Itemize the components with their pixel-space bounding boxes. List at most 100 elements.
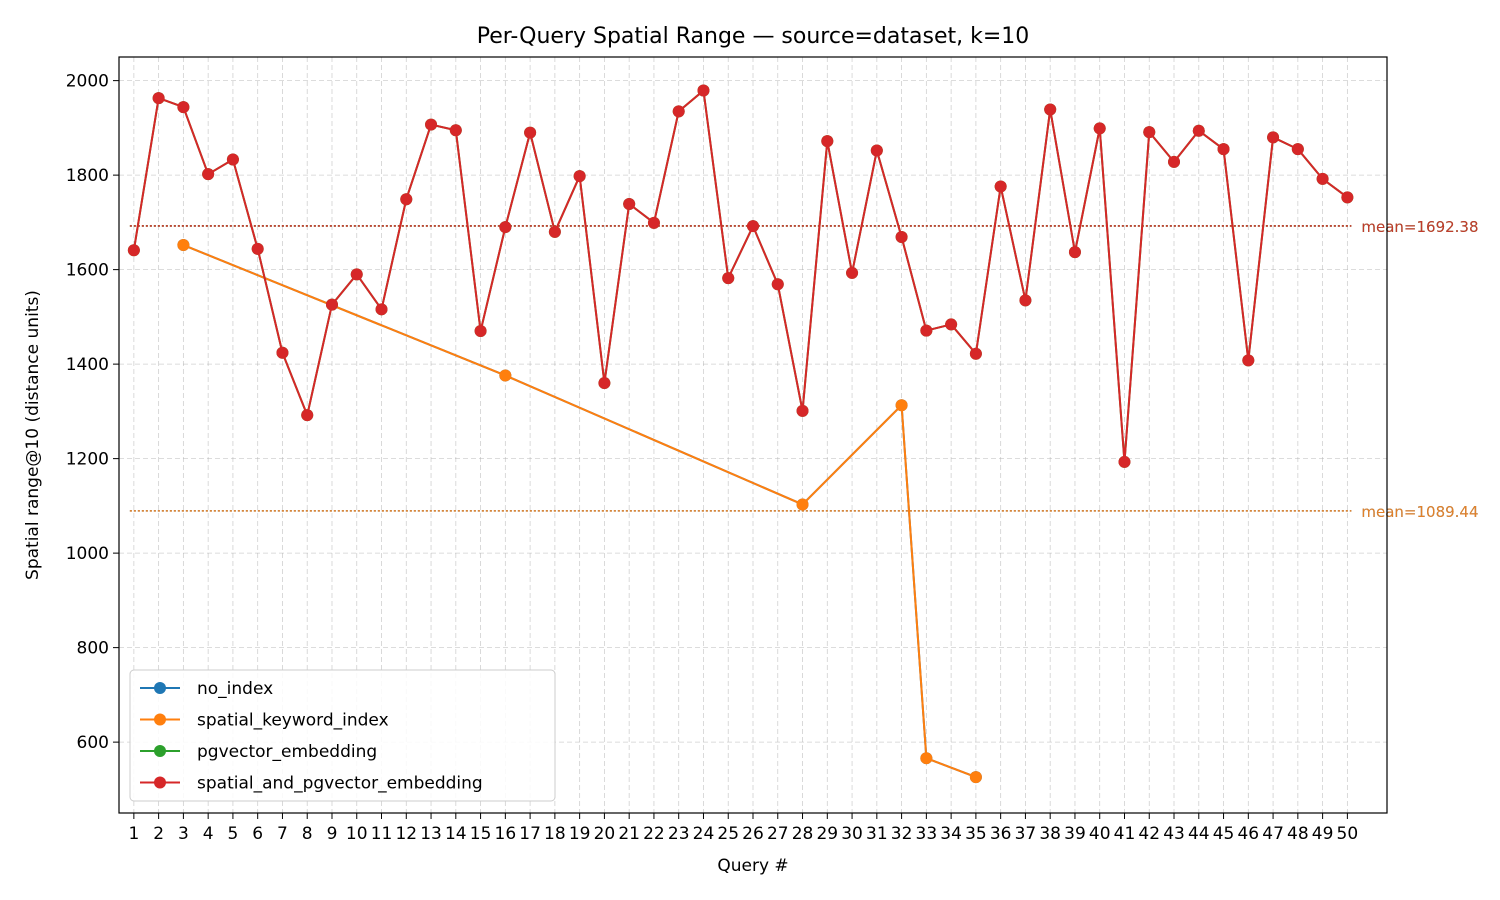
data-point-spatial_and_pgvector_embedding <box>1118 455 1131 468</box>
x-tick-label: 16 <box>495 824 517 844</box>
x-tick-label: 33 <box>916 824 938 844</box>
data-point-spatial_and_pgvector_embedding <box>400 193 413 206</box>
series-line-spatial_and_pgvector_embedding <box>132 89 1348 463</box>
data-point-spatial_and_pgvector_embedding <box>1291 143 1304 156</box>
legend-label-no_index: no_index <box>197 679 273 699</box>
data-point-spatial_and_pgvector_embedding <box>771 278 784 291</box>
x-tick-label: 9 <box>327 824 338 844</box>
x-tick-label: 13 <box>420 824 442 844</box>
data-point-spatial_and_pgvector_embedding <box>598 377 611 390</box>
data-point-spatial_keyword_index <box>895 399 908 412</box>
data-point-spatial_and_pgvector_embedding <box>1217 143 1230 156</box>
data-point-spatial_and_pgvector_embedding <box>920 324 933 337</box>
data-point-spatial_and_pgvector_embedding <box>1341 191 1354 204</box>
data-point-spatial_and_pgvector_embedding <box>1267 131 1280 144</box>
x-tick-label: 15 <box>470 824 492 844</box>
y-tick-label: 1600 <box>66 261 109 281</box>
x-tick-label: 37 <box>1015 824 1037 844</box>
y-tick-label: 600 <box>77 733 109 753</box>
x-tick-label: 17 <box>519 824 541 844</box>
data-point-spatial_keyword_index <box>177 239 190 252</box>
x-tick-label: 7 <box>277 824 288 844</box>
x-tick-label: 10 <box>346 824 368 844</box>
data-point-spatial_and_pgvector_embedding <box>548 225 561 238</box>
x-tick-label: 48 <box>1287 824 1309 844</box>
x-tick-label: 25 <box>717 824 739 844</box>
grid <box>119 57 1387 813</box>
data-point-spatial_and_pgvector_embedding <box>1019 294 1032 307</box>
data-point-spatial_and_pgvector_embedding <box>870 144 883 157</box>
data-point-spatial_and_pgvector_embedding <box>722 272 735 285</box>
data-point-spatial_and_pgvector_embedding <box>251 242 264 255</box>
data-point-spatial_and_pgvector_embedding <box>1242 354 1255 367</box>
x-tick-label: 18 <box>544 824 566 844</box>
series-layer <box>127 84 1354 784</box>
x-tick-label: 31 <box>866 824 888 844</box>
x-tick-label: 22 <box>643 824 665 844</box>
x-tick-label: 44 <box>1188 824 1210 844</box>
data-point-spatial_and_pgvector_embedding <box>1044 103 1057 116</box>
x-tick-label: 6 <box>252 824 263 844</box>
y-tick-label: 2000 <box>66 72 109 92</box>
mean-label-spatial_keyword_index: mean=1089.44 <box>1361 503 1478 521</box>
x-axis: 1 2 3 4 5 6 7 8 9 10 11 12 13 14 15 16 17 18 19 20 21 22 23 24 2… <box>128 813 1358 844</box>
data-point-spatial_and_pgvector_embedding <box>474 325 487 338</box>
data-point-spatial_and_pgvector_embedding <box>1143 126 1156 139</box>
data-point-spatial_and_pgvector_embedding <box>449 124 462 137</box>
legend: no_index spatial_keyword_index pgvector_em… <box>129 669 556 802</box>
y-axis: 600 800 1000 1200 1400 1600 1800 2000 <box>66 72 119 753</box>
data-point-spatial_and_pgvector_embedding <box>945 318 958 331</box>
x-tick-label: 42 <box>1138 824 1160 844</box>
x-tick-label: 41 <box>1114 824 1136 844</box>
data-point-spatial_and_pgvector_embedding <box>152 92 165 105</box>
legend-label-spatial_and_pgvector_embedding: spatial_and_pgvector_embedding <box>197 774 483 794</box>
x-tick-label: 5 <box>228 824 239 844</box>
y-tick-label: 1000 <box>66 544 109 564</box>
x-tick-label: 3 <box>178 824 189 844</box>
data-point-spatial_and_pgvector_embedding <box>226 153 239 166</box>
series-spatial_and_pgvector_embedding <box>127 84 1354 468</box>
x-tick-label: 38 <box>1039 824 1061 844</box>
data-point-spatial_and_pgvector_embedding <box>375 303 388 316</box>
data-point-spatial_and_pgvector_embedding <box>1068 246 1081 259</box>
x-tick-label: 30 <box>841 824 863 844</box>
data-point-spatial_and_pgvector_embedding <box>697 84 710 97</box>
data-point-spatial_and_pgvector_embedding <box>994 180 1007 193</box>
series-line-spatial_keyword_index <box>183 244 977 779</box>
legend-label-pgvector_embedding: pgvector_embedding <box>197 742 377 762</box>
x-tick-label: 23 <box>668 824 690 844</box>
x-tick-label: 47 <box>1262 824 1284 844</box>
data-point-spatial_and_pgvector_embedding <box>350 268 363 281</box>
x-tick-label: 49 <box>1312 824 1334 844</box>
data-point-spatial_and_pgvector_embedding <box>1192 124 1205 137</box>
data-point-spatial_keyword_index <box>920 752 933 765</box>
data-point-spatial_and_pgvector_embedding <box>1168 155 1181 168</box>
legend-marker-spatial_and_pgvector_embedding <box>154 776 166 789</box>
y-tick-label: 800 <box>77 639 109 659</box>
data-point-spatial_and_pgvector_embedding <box>969 347 982 360</box>
x-tick-label: 43 <box>1163 824 1185 844</box>
data-point-spatial_and_pgvector_embedding <box>425 118 438 131</box>
x-tick-label: 40 <box>1089 824 1111 844</box>
data-point-spatial_and_pgvector_embedding <box>821 135 834 148</box>
data-point-spatial_and_pgvector_embedding <box>276 346 289 359</box>
mean-label-no_index: mean=1089.44 <box>1361 503 1478 521</box>
data-point-spatial_and_pgvector_embedding <box>895 231 908 244</box>
data-point-spatial_and_pgvector_embedding <box>1316 172 1329 185</box>
x-tick-label: 27 <box>767 824 789 844</box>
y-tick-label: 1200 <box>66 450 109 470</box>
x-tick-label: 34 <box>940 824 962 844</box>
x-tick-label: 11 <box>371 824 393 844</box>
x-tick-label: 29 <box>816 824 838 844</box>
x-tick-label: 20 <box>594 824 616 844</box>
x-tick-label: 39 <box>1064 824 1086 844</box>
x-tick-label: 8 <box>302 824 313 844</box>
x-tick-label: 24 <box>693 824 715 844</box>
x-tick-label: 26 <box>742 824 764 844</box>
x-tick-label: 32 <box>891 824 913 844</box>
data-point-spatial_and_pgvector_embedding <box>623 197 636 210</box>
data-point-spatial_and_pgvector_embedding <box>573 170 586 183</box>
legend-label-spatial_keyword_index: spatial_keyword_index <box>197 711 389 731</box>
x-tick-label: 50 <box>1337 824 1359 844</box>
